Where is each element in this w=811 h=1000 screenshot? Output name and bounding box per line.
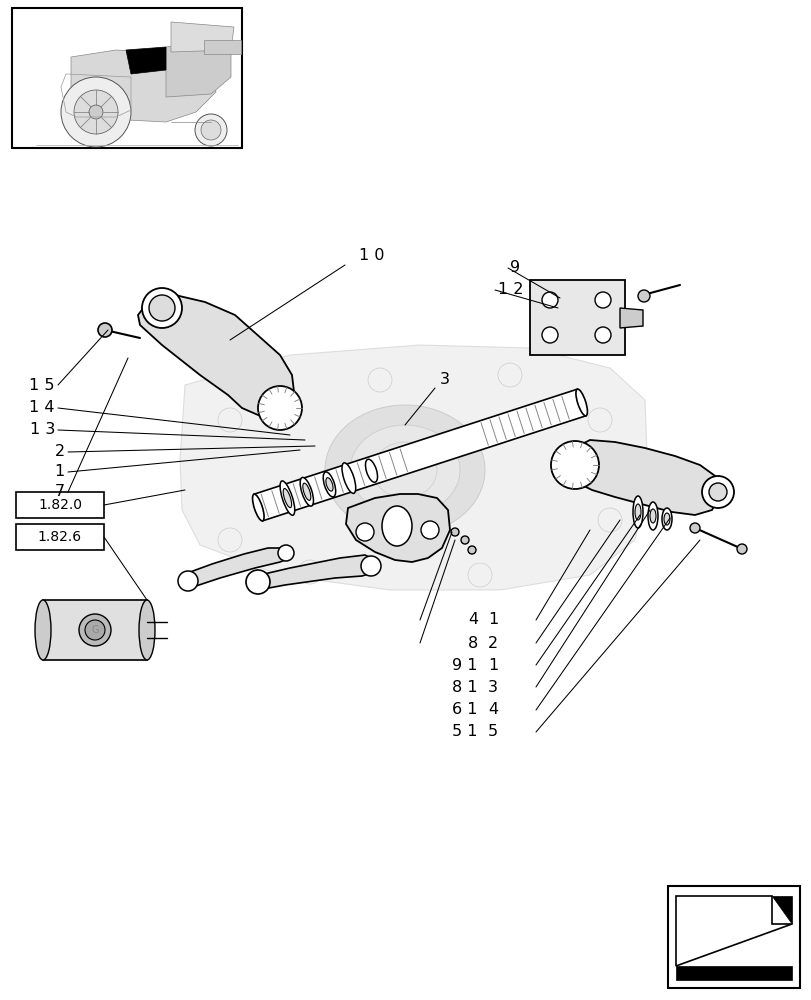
Ellipse shape [461,536,469,544]
Ellipse shape [647,502,657,530]
Ellipse shape [634,504,640,520]
Polygon shape [71,50,216,122]
Ellipse shape [61,77,131,147]
Text: 1: 1 [54,464,65,480]
Text: 5: 5 [487,724,497,740]
Ellipse shape [98,323,112,337]
Ellipse shape [139,600,155,660]
Ellipse shape [246,570,270,594]
Polygon shape [258,555,375,590]
Ellipse shape [381,506,411,546]
Ellipse shape [258,386,302,430]
Text: 5 1: 5 1 [452,724,478,740]
Polygon shape [345,494,449,562]
Polygon shape [126,47,165,74]
Polygon shape [620,308,642,328]
Text: 1.82.6: 1.82.6 [38,530,82,544]
Ellipse shape [708,483,726,501]
Polygon shape [771,896,791,924]
Bar [16,492,104,518]
Text: G: G [91,625,99,635]
Ellipse shape [148,295,175,321]
Ellipse shape [85,620,105,640]
Text: 1: 1 [487,658,498,672]
Text: 1 5: 1 5 [29,377,55,392]
Ellipse shape [661,508,672,530]
Text: 6 1: 6 1 [452,702,478,718]
Ellipse shape [178,571,198,591]
Polygon shape [165,42,230,97]
Ellipse shape [420,521,439,539]
Text: 1 3: 1 3 [29,422,55,438]
Text: 7: 7 [55,485,65,499]
Polygon shape [565,440,719,515]
Ellipse shape [323,472,335,497]
Ellipse shape [325,478,333,491]
Text: 2: 2 [487,636,497,650]
Ellipse shape [79,614,111,646]
Ellipse shape [541,327,557,343]
Bar [12,8,242,148]
Ellipse shape [633,496,642,528]
Polygon shape [254,389,586,521]
Ellipse shape [252,494,264,521]
Ellipse shape [142,288,182,328]
Ellipse shape [201,120,221,140]
Ellipse shape [283,489,291,508]
Ellipse shape [280,481,294,515]
Ellipse shape [689,523,699,533]
Text: 4: 4 [487,702,497,718]
Polygon shape [204,40,241,54]
Bar [43,600,147,660]
Ellipse shape [195,114,227,146]
Text: 4: 4 [467,612,478,628]
Polygon shape [138,295,294,418]
Ellipse shape [551,441,599,489]
Text: 1 2: 1 2 [497,282,523,298]
Ellipse shape [736,544,746,554]
Ellipse shape [594,327,610,343]
Ellipse shape [361,556,380,576]
Text: 1 0: 1 0 [358,247,384,262]
Text: 1: 1 [487,612,498,628]
Ellipse shape [303,483,311,500]
Ellipse shape [467,546,475,554]
Ellipse shape [341,463,355,493]
Polygon shape [676,896,791,966]
Text: 3: 3 [487,680,497,694]
Ellipse shape [541,292,557,308]
Polygon shape [180,345,647,590]
Polygon shape [182,548,290,588]
Ellipse shape [300,477,313,506]
Text: 9: 9 [509,260,520,275]
Ellipse shape [324,405,484,535]
Ellipse shape [594,292,610,308]
Bar [16,524,104,550]
Ellipse shape [450,528,458,536]
Ellipse shape [365,459,377,482]
Polygon shape [530,280,624,355]
Polygon shape [171,22,234,52]
Ellipse shape [350,425,460,515]
Text: 1 4: 1 4 [29,400,55,416]
Ellipse shape [277,545,294,561]
Text: 2: 2 [55,444,65,460]
Text: 1.82.0: 1.82.0 [38,498,82,512]
Bar [667,886,799,988]
Ellipse shape [35,600,51,660]
Ellipse shape [89,105,103,119]
Ellipse shape [663,513,669,525]
Text: 8: 8 [467,636,478,650]
Ellipse shape [575,389,586,416]
Ellipse shape [355,523,374,541]
Polygon shape [676,966,791,980]
Text: 8 1: 8 1 [452,680,478,694]
Ellipse shape [637,290,649,302]
Text: 9 1: 9 1 [452,658,478,672]
Ellipse shape [649,509,655,523]
Text: 3: 3 [440,372,449,387]
Ellipse shape [702,476,733,508]
Ellipse shape [74,90,118,134]
